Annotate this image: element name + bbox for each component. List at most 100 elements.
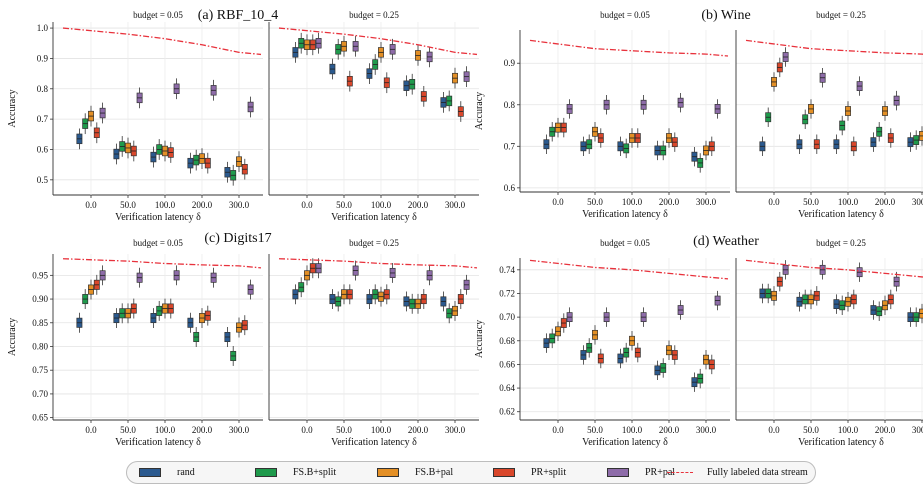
subplot-title: budget = 0.05 xyxy=(600,238,650,248)
subplot-budget-005: budget = 0.05 0.65 0.70 0.75 0.80 0.85 0.90 0.9… xyxy=(32,238,263,448)
fully-labeled-line xyxy=(745,259,923,278)
y-tick-label: 0.74 xyxy=(499,265,515,275)
y-tick-label: 0.6 xyxy=(504,183,516,193)
x-tick-label: 100.0 xyxy=(371,425,392,435)
y-tick-label: 0.95 xyxy=(32,270,48,280)
y-tick-label: 0.7 xyxy=(37,114,49,124)
subplot-title: budget = 0.25 xyxy=(816,238,866,248)
legend-line-fully-labeled xyxy=(667,472,693,473)
panel-1: (a) RBF_10_4 Accuracy budget = 0.05 0.5 0.6 0… xyxy=(7,8,479,223)
y-tick-label: 0.8 xyxy=(504,100,516,110)
x-tick-label: 0.0 xyxy=(301,200,313,210)
subplot-budget-005: budget = 0.05 0.6 0.7 0.8 0.9 0.0 50.0 100.0 200… xyxy=(504,10,730,220)
panel-title: (c) Digits17 xyxy=(204,231,271,246)
x-tick-label: 300.0 xyxy=(696,197,717,207)
legend-swatch-fsb-split xyxy=(255,468,277,477)
x-axis-label: Verification latency δ xyxy=(582,437,668,448)
fully-labeled-line xyxy=(529,39,729,57)
subplot-budget-005: budget = 0.05 0.62 0.64 0.66 0.68 0.70 0.72 0.7… xyxy=(499,238,730,448)
fully-labeled-line xyxy=(278,258,478,269)
x-axis-label: Verification latency δ xyxy=(798,437,884,448)
x-tick-label: 300.0 xyxy=(912,197,923,207)
x-axis-label: Verification latency δ xyxy=(115,437,201,448)
x-axis-label: Verification latency δ xyxy=(798,209,884,220)
panel-3: (c) Digits17 Accuracy budget = 0.05 0.65 0.7… xyxy=(7,231,479,448)
x-tick-label: 200.0 xyxy=(659,425,680,435)
legend-item-pr-split: PR+split xyxy=(493,467,566,478)
y-tick-label: 0.72 xyxy=(499,288,515,298)
x-tick-label: 200.0 xyxy=(875,197,896,207)
x-tick-label: 0.0 xyxy=(85,425,97,435)
x-tick-label: 200.0 xyxy=(659,197,680,207)
subplot-budget-025: budget = 0.25 0.0 50.0 100.0 200.0 300.0 Verif… xyxy=(268,10,479,223)
x-tick-label: 100.0 xyxy=(622,197,643,207)
x-tick-label: 50.0 xyxy=(336,425,352,435)
subplot-title: budget = 0.25 xyxy=(349,10,399,20)
legend-swatch-pr-pal xyxy=(607,468,629,477)
subplot-budget-005: budget = 0.05 0.5 0.6 0.7 0.8 0.9 1.0 0.0 50.0 10… xyxy=(37,10,263,223)
subplot-budget-025: budget = 0.25 0.0 50.0 100.0 200.0 300.0 Verif… xyxy=(735,10,923,220)
fully-labeled-line xyxy=(62,27,262,56)
y-tick-label: 0.62 xyxy=(499,407,515,417)
x-axis-label: Verification latency δ xyxy=(582,209,668,220)
x-tick-label: 0.0 xyxy=(85,200,97,210)
panel-title: (d) Weather xyxy=(693,234,759,249)
x-tick-label: 0.0 xyxy=(552,425,564,435)
y-tick-label: 0.9 xyxy=(504,58,516,68)
x-tick-label: 50.0 xyxy=(120,425,136,435)
legend-label-fsb-pal: FS.B+pal xyxy=(415,467,454,478)
y-tick-label: 0.70 xyxy=(499,312,515,322)
y-tick-label: 0.75 xyxy=(32,365,48,375)
x-tick-label: 50.0 xyxy=(803,197,819,207)
subplot-budget-025: budget = 0.25 0.0 50.0 100.0 200.0 300.0 Verif… xyxy=(735,238,923,448)
x-tick-label: 100.0 xyxy=(622,425,643,435)
x-tick-label: 50.0 xyxy=(120,200,136,210)
x-tick-label: 200.0 xyxy=(875,425,896,435)
subplot-title: budget = 0.05 xyxy=(133,10,183,20)
legend: rand FS.B+split FS.B+pal PR+split PR+pal… xyxy=(126,461,816,484)
panel-4: (d) Weather Accuracy budget = 0.05 0.62 0.64… xyxy=(474,234,923,448)
y-tick-label: 0.64 xyxy=(499,383,515,393)
legend-item-fully-labeled: Fully labeled data stream xyxy=(667,467,808,478)
legend-label-rand: rand xyxy=(177,467,195,478)
fully-labeled-line xyxy=(278,27,478,56)
legend-item-pr-pal: PR+pal xyxy=(607,467,675,478)
x-tick-label: 100.0 xyxy=(155,425,176,435)
legend-label-fully-labeled: Fully labeled data stream xyxy=(707,467,808,478)
x-tick-label: 0.0 xyxy=(301,425,313,435)
panel-title: (a) RBF_10_4 xyxy=(198,8,279,23)
y-tick-label: 0.7 xyxy=(504,141,516,151)
legend-label-fsb-split: FS.B+split xyxy=(293,467,337,478)
panel-2: (b) Wine Accuracy budget = 0.05 0.6 0.7 0.8 0.… xyxy=(474,8,923,220)
x-tick-label: 200.0 xyxy=(408,425,429,435)
legend-item-rand: rand xyxy=(139,467,195,478)
y-tick-label: 0.65 xyxy=(32,413,48,423)
y-tick-label: 0.80 xyxy=(32,341,48,351)
y-tick-label: 0.6 xyxy=(37,144,49,154)
x-tick-label: 300.0 xyxy=(696,425,717,435)
y-axis-label: Accuracy xyxy=(7,89,18,127)
x-tick-label: 200.0 xyxy=(192,425,213,435)
x-axis-label: Verification latency δ xyxy=(331,437,417,448)
y-axis-label: Accuracy xyxy=(474,320,485,358)
subplot-title: budget = 0.05 xyxy=(600,10,650,20)
x-tick-label: 200.0 xyxy=(408,200,429,210)
x-axis-label: Verification latency δ xyxy=(115,212,201,223)
y-axis-label: Accuracy xyxy=(7,318,18,356)
x-tick-label: 100.0 xyxy=(838,197,859,207)
fully-labeled-line xyxy=(62,258,262,269)
x-tick-label: 100.0 xyxy=(371,200,392,210)
x-tick-label: 0.0 xyxy=(552,197,564,207)
legend-item-fsb-pal: FS.B+pal xyxy=(377,467,453,478)
x-tick-label: 0.0 xyxy=(768,425,780,435)
x-tick-label: 300.0 xyxy=(445,200,466,210)
y-tick-label: 0.9 xyxy=(37,53,49,63)
y-tick-label: 1.0 xyxy=(37,23,49,33)
x-tick-label: 100.0 xyxy=(838,425,859,435)
legend-swatch-pr-split xyxy=(493,468,515,477)
subplot-budget-025: budget = 0.25 0.0 50.0 100.0 200.0 300.0 Verif… xyxy=(268,238,479,448)
x-tick-label: 300.0 xyxy=(912,425,923,435)
x-tick-label: 50.0 xyxy=(587,197,603,207)
y-tick-label: 0.8 xyxy=(37,84,49,94)
